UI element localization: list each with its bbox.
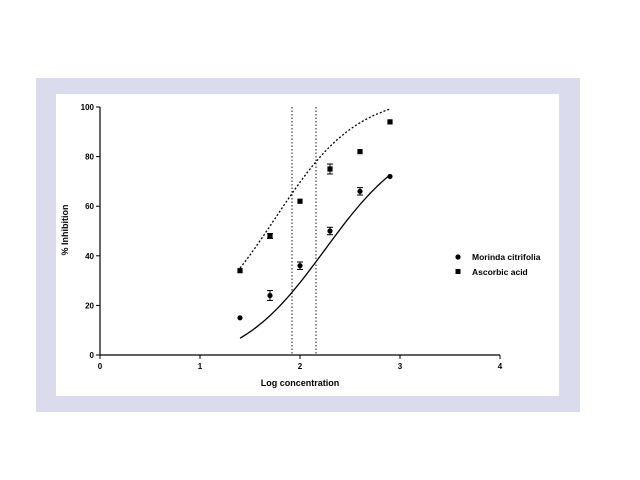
x-tick-label: 2 xyxy=(298,362,303,371)
y-axis-title: % Inhibition xyxy=(60,205,70,256)
plot-panel xyxy=(56,94,559,396)
legend-label-morinda: Morinda citrifolia xyxy=(472,252,541,262)
data-point xyxy=(327,166,333,172)
x-tick-label: 4 xyxy=(498,362,503,371)
legend-marker-morinda xyxy=(455,254,461,260)
fit-curve xyxy=(239,174,391,339)
legend-marker-ascorbic xyxy=(455,269,461,274)
data-point xyxy=(237,268,243,274)
data-point xyxy=(297,198,303,204)
y-tick-label: 20 xyxy=(85,301,94,310)
data-point xyxy=(387,119,393,125)
series-1 xyxy=(237,108,393,274)
series-0 xyxy=(237,173,393,339)
fit-curve xyxy=(239,108,391,269)
x-tick-label: 0 xyxy=(98,362,103,371)
x-tick-label: 3 xyxy=(398,362,403,371)
data-point xyxy=(267,292,273,299)
x-tick-label: 1 xyxy=(198,362,203,371)
legend: Morinda citrifolia Ascorbic acid xyxy=(455,252,541,277)
data-point xyxy=(297,263,303,269)
data-point xyxy=(237,315,243,321)
x-axis-title: Log concentration xyxy=(261,378,340,388)
y-tick-label: 80 xyxy=(85,153,94,162)
data-point xyxy=(387,173,393,180)
y-tick-label: 60 xyxy=(85,202,94,211)
legend-label-ascorbic: Ascorbic acid xyxy=(472,267,528,277)
data-point xyxy=(327,228,333,234)
series-layer xyxy=(237,108,393,339)
y-tick-label: 0 xyxy=(90,351,95,360)
y-tick-label: 40 xyxy=(85,252,94,261)
data-point xyxy=(267,233,273,239)
y-tick-label: 100 xyxy=(81,103,95,112)
data-point xyxy=(357,149,363,155)
reference-lines xyxy=(291,107,317,355)
data-point xyxy=(357,188,363,194)
